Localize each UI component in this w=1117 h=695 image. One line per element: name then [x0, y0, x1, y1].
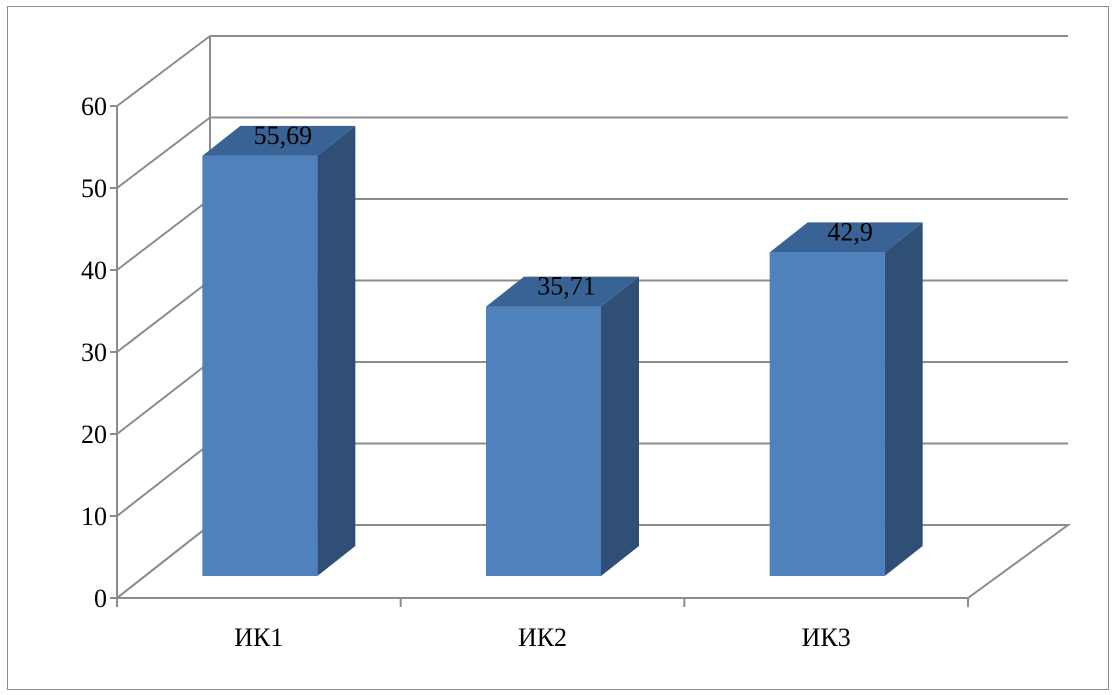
y-tick-label: 60	[81, 92, 107, 121]
bar-side	[601, 276, 639, 576]
bar	[202, 155, 318, 576]
y-tick-label: 20	[81, 420, 107, 449]
gridline-side	[116, 524, 211, 599]
bar-side	[884, 222, 923, 576]
gridline-side	[116, 279, 211, 353]
data-label: 55,69	[254, 121, 313, 150]
y-tick-label: 40	[81, 256, 107, 285]
x-tick-label: ИК1	[234, 623, 283, 652]
gridline-side	[116, 198, 211, 271]
gridline-side	[116, 35, 211, 107]
y-tick-label: 50	[81, 174, 107, 203]
bar	[486, 306, 601, 576]
bar-top	[486, 276, 639, 307]
bar-top	[202, 125, 356, 156]
gridline-side	[116, 116, 211, 189]
y-tick-label: 10	[81, 502, 107, 531]
gridline-side	[116, 361, 211, 435]
data-label: 35,71	[537, 272, 596, 301]
x-tick-label: ИК3	[802, 623, 851, 652]
y-tick-label: 0	[94, 584, 107, 613]
bar	[769, 252, 885, 576]
bar-top	[769, 222, 923, 253]
x-tick-label: ИК2	[518, 623, 567, 652]
data-label: 42,9	[827, 217, 873, 246]
y-tick-label: 30	[81, 338, 107, 367]
bar-side	[317, 125, 356, 577]
gridline-side	[116, 442, 211, 517]
